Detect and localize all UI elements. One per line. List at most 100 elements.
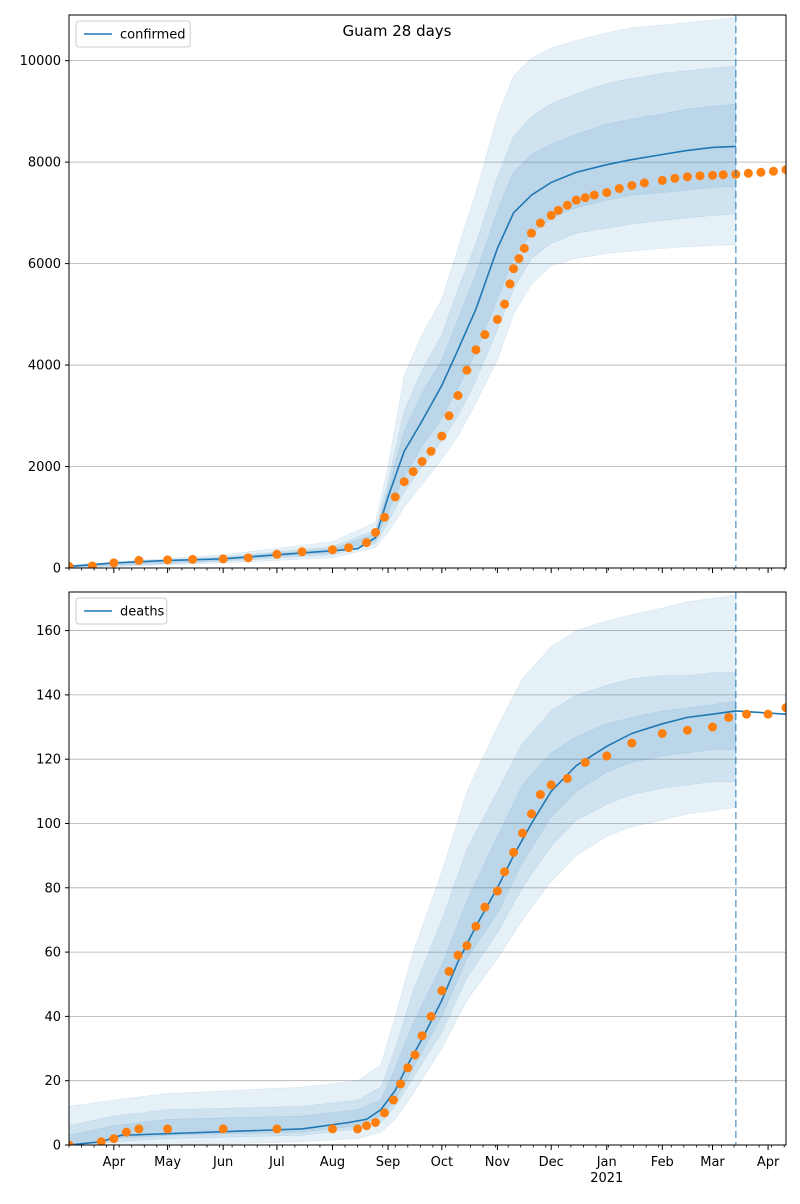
observed-point — [602, 751, 612, 761]
observed-point — [471, 921, 481, 931]
observed-point — [589, 190, 599, 200]
observed-point — [444, 411, 454, 421]
observed-point — [756, 167, 766, 177]
observed-point — [163, 1124, 173, 1134]
x-tick-label: Sep — [376, 1155, 401, 1170]
observed-point — [96, 1137, 106, 1145]
x-tick-label: Oct — [431, 1155, 453, 1170]
observed-point — [509, 264, 519, 274]
observed-point — [134, 555, 144, 565]
observed-point — [526, 809, 536, 819]
observed-point — [546, 780, 556, 790]
x-tick-label: May — [154, 1155, 181, 1170]
y-tick-label: 140 — [36, 688, 61, 703]
legend-box — [75, 20, 191, 48]
y-tick-label: 2000 — [28, 460, 61, 475]
plot-area — [69, 594, 786, 1145]
observed-point — [743, 168, 753, 178]
observed-point — [708, 722, 718, 732]
legend: deaths — [75, 597, 168, 625]
observed-point — [371, 1117, 381, 1127]
observed-point — [134, 1124, 144, 1134]
observed-point — [781, 165, 786, 175]
observed-point — [417, 456, 427, 466]
observed-point — [471, 345, 481, 355]
observed-point — [188, 554, 198, 564]
observed-point — [724, 712, 734, 722]
observed-point — [480, 330, 490, 340]
observed-point — [627, 180, 637, 190]
y-tick-label: 160 — [36, 624, 61, 639]
observed-point — [371, 527, 381, 537]
axes-frame — [68, 14, 787, 569]
observed-point — [437, 986, 447, 996]
observed-point — [109, 1134, 119, 1144]
legend: confirmed — [75, 20, 191, 48]
observed-point — [571, 195, 581, 205]
observed-point — [272, 549, 282, 559]
observed-point — [718, 170, 728, 180]
y-tick-label: 6000 — [28, 257, 61, 272]
deaths-panel: 0 20 40 60 80 100 120 140 160 Apr May Jun Jul Aug Sep O… — [36, 591, 787, 1186]
observed-point — [462, 365, 472, 375]
observed-point — [514, 254, 524, 264]
observed-point — [682, 725, 692, 735]
observed-point — [109, 558, 119, 568]
x-tick-label: Apr — [103, 1155, 126, 1170]
x-tick-label: Aug — [320, 1155, 345, 1170]
observed-point — [708, 170, 718, 180]
legend-box — [75, 597, 168, 625]
observed-point — [362, 538, 372, 548]
observed-point — [121, 1127, 131, 1137]
y-tick-label: 80 — [44, 881, 61, 896]
observed-point — [657, 175, 667, 185]
observed-point — [614, 184, 624, 194]
observed-point — [505, 279, 515, 289]
y-tick-label: 4000 — [28, 359, 61, 374]
observed-point — [453, 391, 463, 400]
observed-point — [627, 738, 637, 748]
observed-point — [328, 545, 337, 555]
uncertainty-band-1 — [69, 17, 737, 568]
observed-point — [526, 228, 536, 238]
x-tick-label: Jun — [212, 1155, 233, 1170]
y-tick-label: 8000 — [28, 156, 61, 171]
observed-point — [87, 561, 97, 568]
y-tick-label: 100 — [36, 817, 61, 832]
legend-label: confirmed — [120, 28, 186, 43]
observed-point — [763, 709, 773, 719]
observed-point — [69, 561, 74, 568]
y-tick-label: 60 — [44, 946, 61, 961]
confirmed-panel: 0 2000 4000 6000 8000 10000 confirmed — [20, 14, 787, 577]
y-tick-label: 0 — [53, 1139, 61, 1154]
observed-point — [390, 492, 400, 502]
observed-point — [518, 828, 527, 838]
observed-point — [781, 703, 786, 713]
observed-point — [426, 446, 436, 456]
observed-point — [695, 171, 705, 181]
observed-point — [535, 218, 545, 228]
observed-point — [492, 314, 502, 324]
observed-point — [453, 950, 463, 960]
observed-point — [639, 178, 649, 188]
observed-point — [437, 431, 447, 441]
observed-point — [379, 512, 389, 522]
observed-point — [480, 902, 490, 912]
x-tick-label: Jul — [268, 1155, 285, 1170]
observed-point — [500, 867, 510, 877]
observed-point — [218, 1124, 228, 1134]
observed-point — [403, 1063, 413, 1073]
observed-point — [396, 1079, 406, 1089]
y-tick-label: 20 — [44, 1074, 61, 1089]
observed-point — [426, 1011, 436, 1021]
observed-point — [682, 172, 692, 182]
x-tick-label: Dec — [539, 1155, 564, 1170]
observed-point — [562, 773, 572, 783]
observed-point — [218, 554, 228, 564]
x-tick-label: Feb — [651, 1155, 674, 1170]
observed-point — [519, 243, 529, 253]
observed-point — [562, 200, 572, 210]
observed-point — [243, 553, 253, 563]
observed-point — [388, 1095, 398, 1105]
